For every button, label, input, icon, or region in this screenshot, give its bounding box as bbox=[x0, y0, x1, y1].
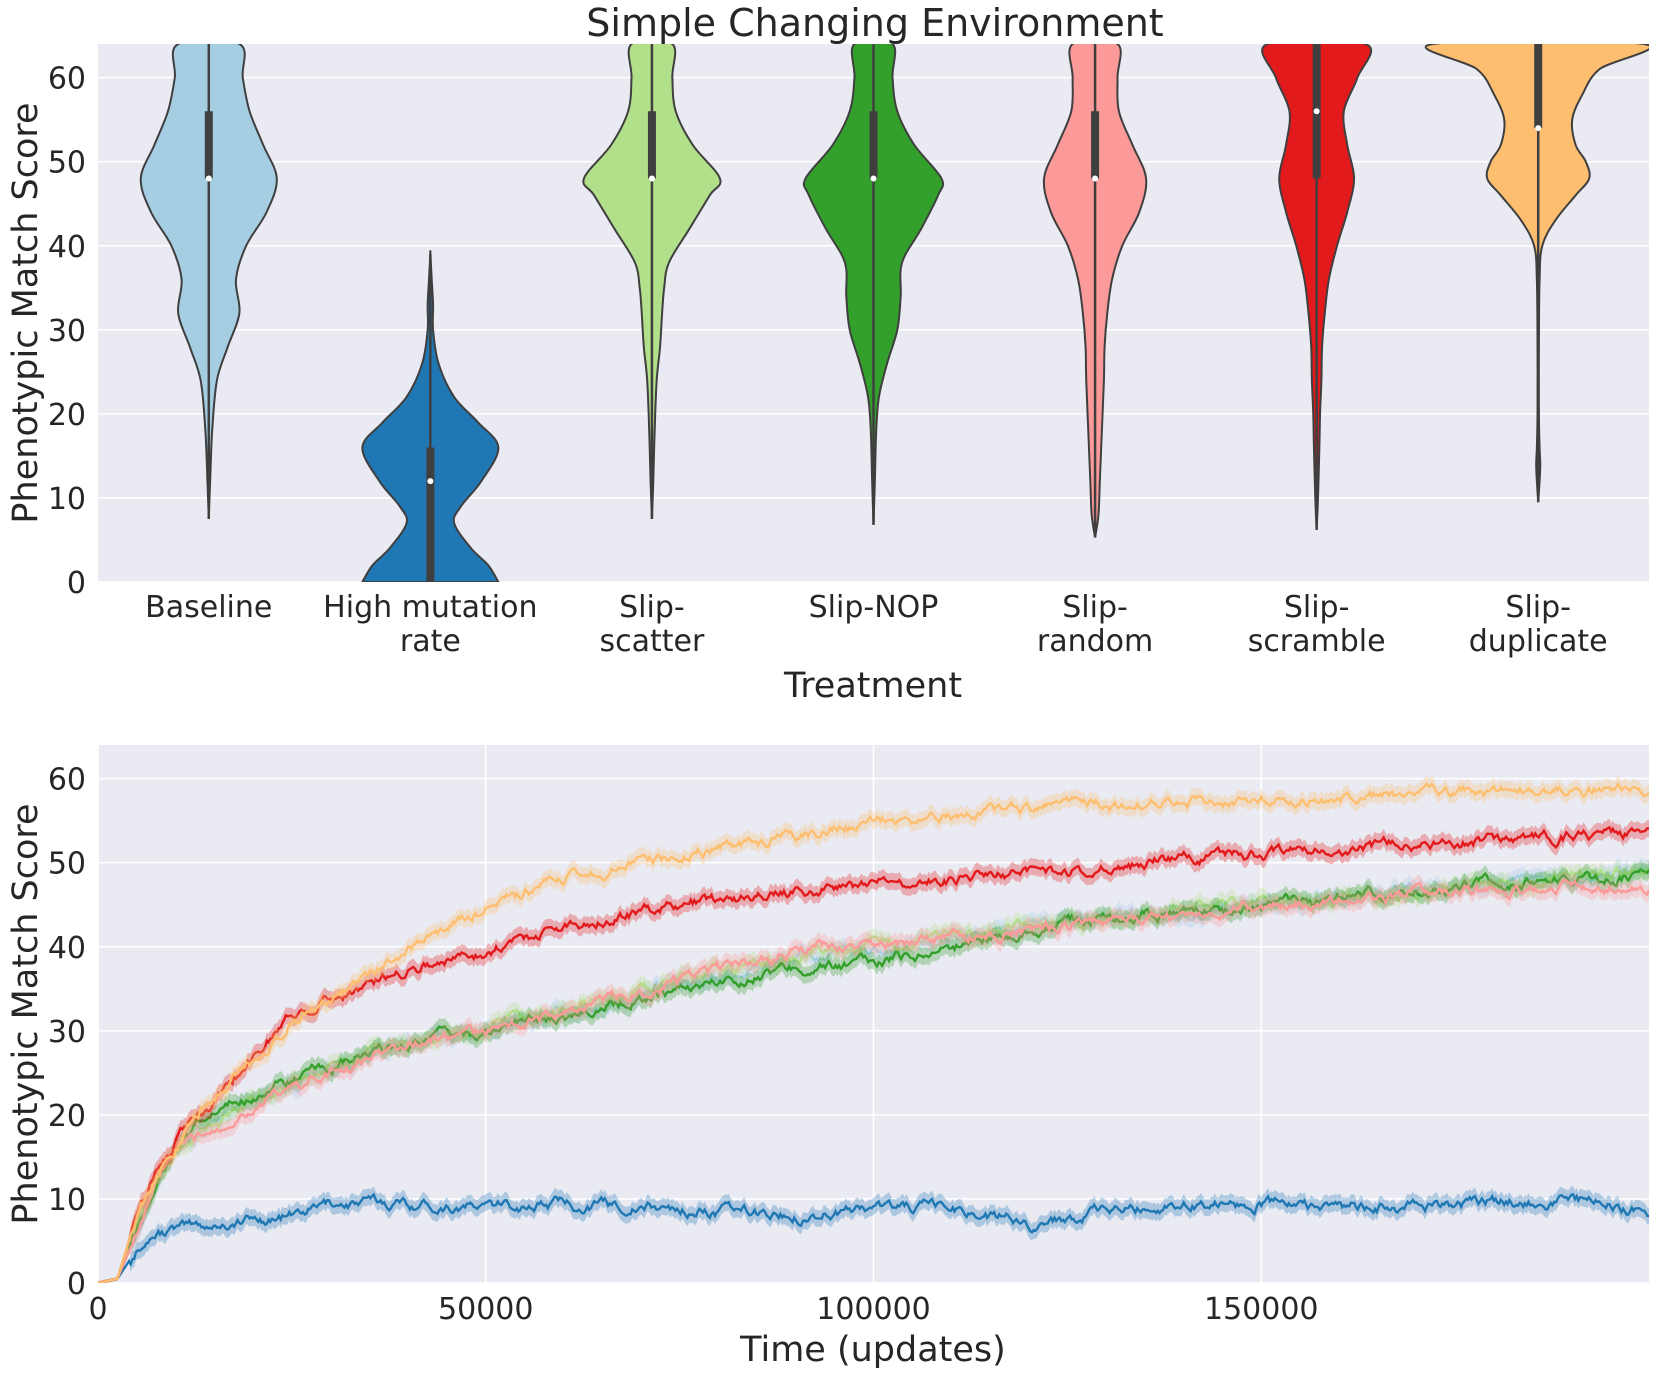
violin-y-tick: 60 bbox=[48, 62, 86, 97]
line-y-tick: 10 bbox=[48, 1183, 86, 1218]
series-line bbox=[98, 878, 1649, 1283]
violin-median-dot bbox=[1313, 108, 1320, 115]
violin-median-dot bbox=[205, 175, 212, 182]
series-line bbox=[98, 781, 1649, 1283]
violin-median-dot bbox=[427, 478, 434, 485]
violin-x-tick: Slip- bbox=[1505, 590, 1571, 625]
series-confidence-band bbox=[98, 856, 1649, 1283]
line-y-axis-label: Phenotypic Match Score bbox=[6, 803, 46, 1224]
violin-x-tick: scatter bbox=[600, 624, 705, 659]
line-x-tick: 50000 bbox=[438, 1292, 533, 1327]
line-x-tick: 100000 bbox=[816, 1292, 931, 1327]
line-chart: 0 10 20 30 40 50 60 0 50000 100000 150000 Phenoty… bbox=[6, 745, 1649, 1370]
series-line bbox=[98, 825, 1649, 1283]
line-x-axis-label: Time (updates) bbox=[739, 1330, 1006, 1370]
violin-y-tick: 10 bbox=[48, 482, 86, 517]
violins bbox=[139, 44, 1649, 582]
line-y-tick-labels: 0 10 20 30 40 50 60 bbox=[48, 763, 86, 1302]
line-series bbox=[98, 775, 1649, 1283]
line-y-tick: 60 bbox=[48, 763, 86, 798]
violin-median-dot bbox=[1092, 175, 1099, 182]
series-line bbox=[98, 1192, 1649, 1283]
line-y-tick: 30 bbox=[48, 1015, 86, 1050]
violin-x-tick: Slip- bbox=[1284, 590, 1350, 625]
violin-x-tick: Slip- bbox=[619, 590, 685, 625]
violin-x-tick: Slip-NOP bbox=[809, 590, 939, 625]
line-y-tick: 50 bbox=[48, 847, 86, 882]
line-series-group bbox=[98, 775, 1649, 1283]
violin-y-tick: 20 bbox=[48, 398, 86, 433]
violin-x-tick-labels: Baseline High mutationrateSlip-scatterSli… bbox=[145, 590, 1607, 659]
violin-y-tick: 40 bbox=[48, 230, 86, 265]
series-confidence-band bbox=[98, 775, 1649, 1283]
line-gridlines bbox=[97, 745, 1649, 1284]
violin-y-tick: 30 bbox=[48, 314, 86, 349]
violin-median-dot bbox=[870, 175, 877, 182]
violin-y-tick-labels: 0 10 20 30 40 50 60 bbox=[48, 62, 86, 601]
line-x-tick-labels: 0 50000 100000 150000 bbox=[88, 1292, 1318, 1327]
line-y-tick: 40 bbox=[48, 931, 86, 966]
violin-x-axis-label: Treatment bbox=[783, 666, 962, 706]
violin-x-tick: scramble bbox=[1248, 624, 1386, 659]
violin-x-tick: random bbox=[1037, 624, 1153, 659]
line-x-tick: 150000 bbox=[1204, 1292, 1319, 1327]
series-line bbox=[98, 867, 1649, 1283]
violin-median-dot bbox=[1535, 125, 1542, 132]
series-confidence-band bbox=[98, 1186, 1649, 1283]
violin-x-tick: duplicate bbox=[1469, 624, 1608, 659]
line-y-tick: 0 bbox=[67, 1267, 86, 1302]
violin-x-tick: rate bbox=[400, 624, 461, 659]
line-x-tick: 0 bbox=[88, 1292, 107, 1327]
violin-x-tick: High mutation bbox=[323, 590, 537, 625]
violin-chart: Simple Changing Environment 0 10 20 30 40 50 6… bbox=[6, 1, 1649, 706]
violin-y-tick: 0 bbox=[67, 566, 86, 601]
violin-median-dot bbox=[648, 175, 655, 182]
line-y-tick: 20 bbox=[48, 1099, 86, 1134]
violin-x-tick: Baseline bbox=[145, 590, 272, 625]
violin-y-axis-label: Phenotypic Match Score bbox=[6, 102, 46, 523]
violin-bodies bbox=[139, 44, 1649, 582]
violin-y-tick: 50 bbox=[48, 146, 86, 181]
chart-title: Simple Changing Environment bbox=[586, 1, 1163, 45]
violin-x-tick: Slip- bbox=[1062, 590, 1128, 625]
